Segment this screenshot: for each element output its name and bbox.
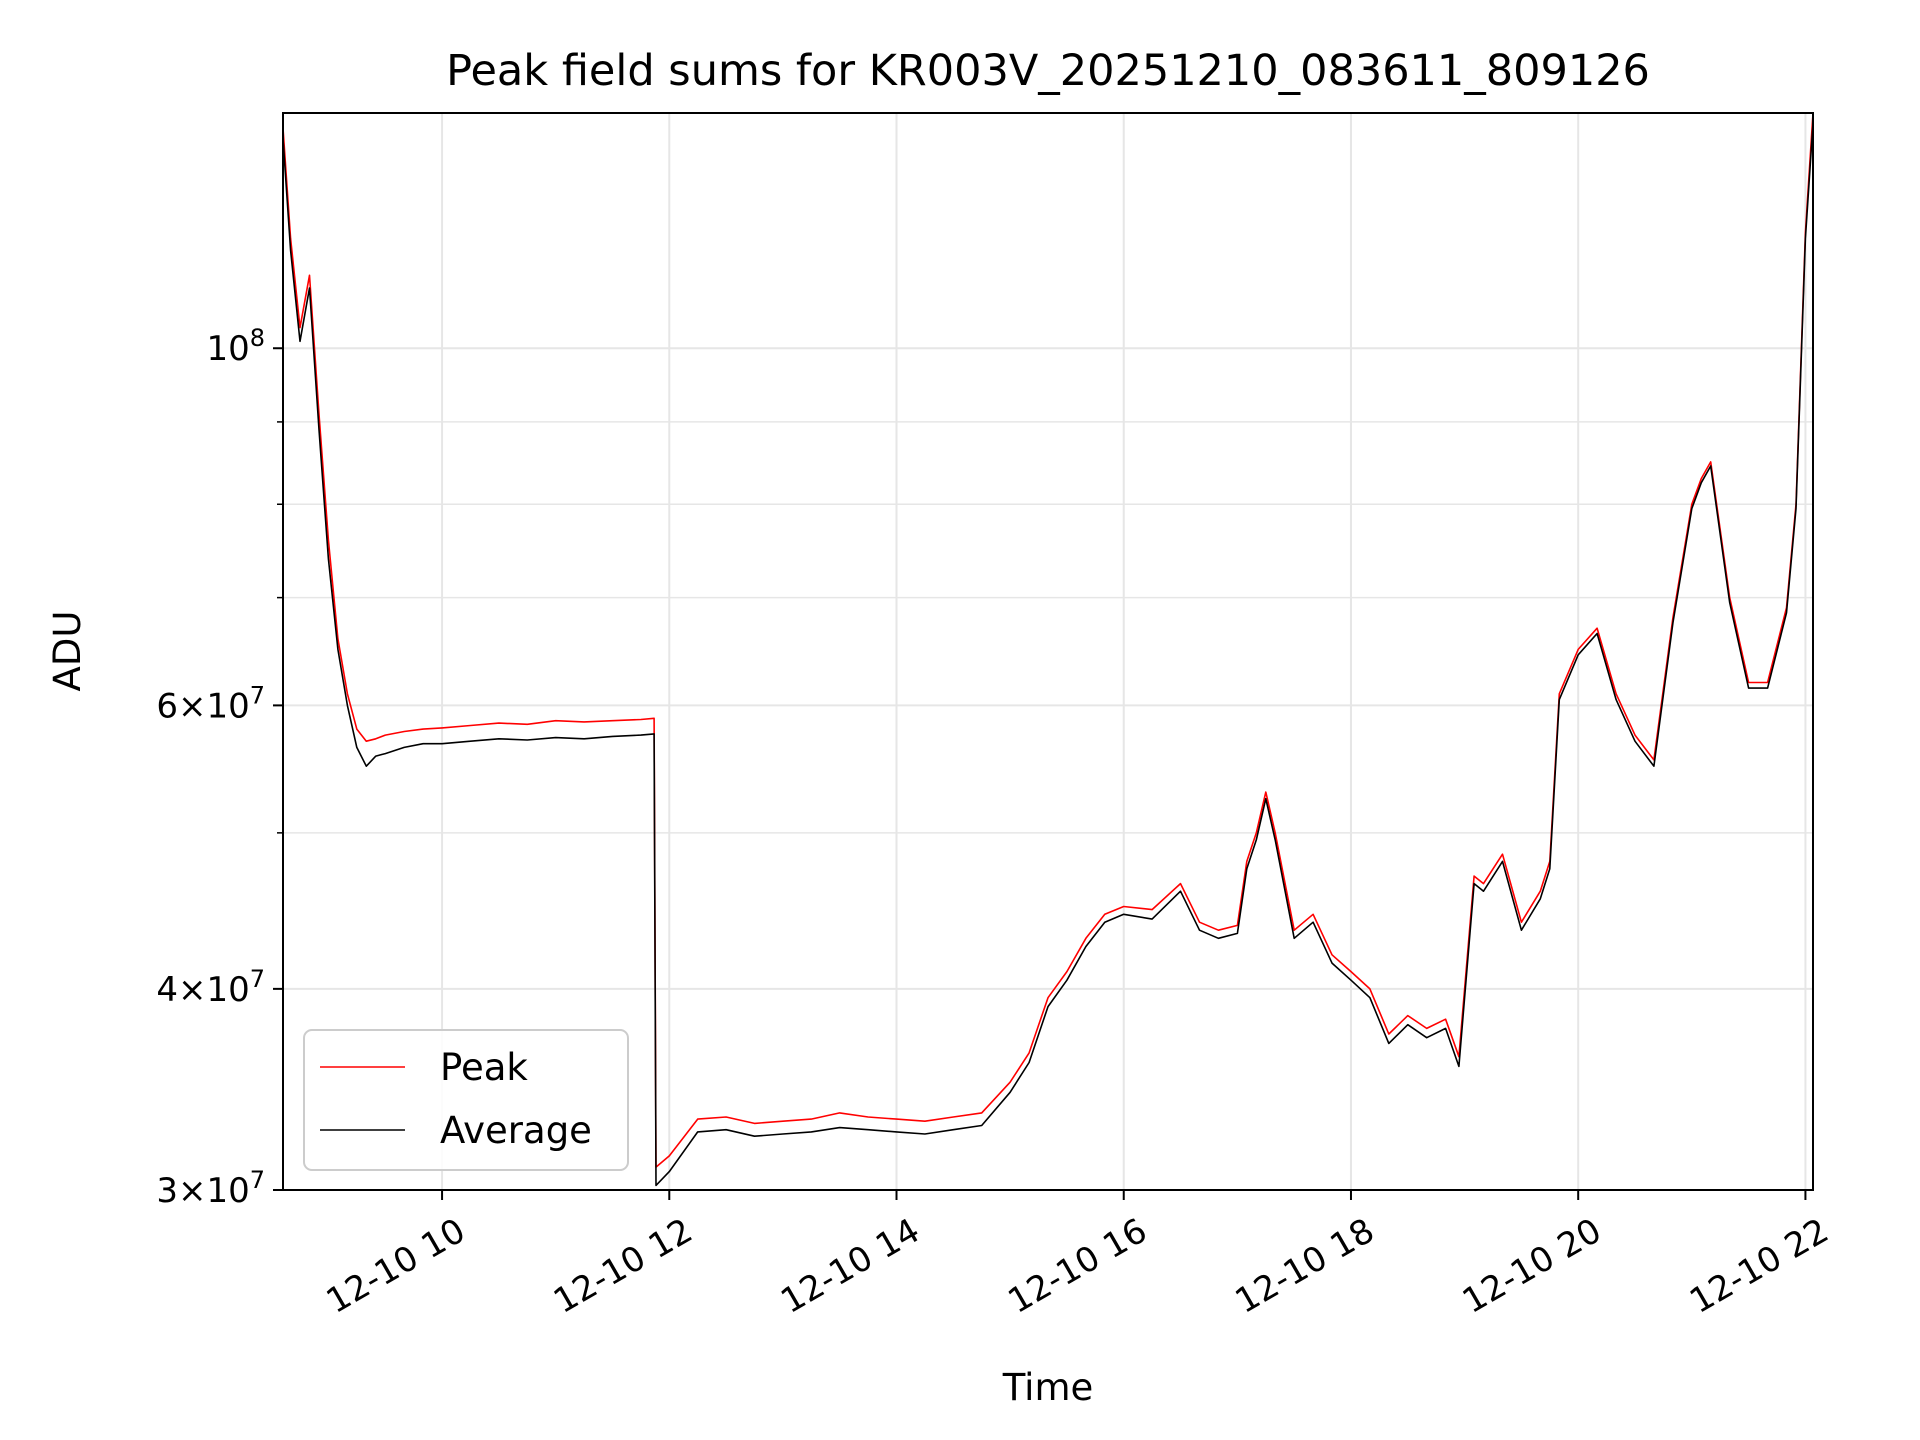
legend-peak-label: Peak bbox=[440, 1046, 528, 1089]
y-tick-label: 4×107 bbox=[156, 965, 265, 1010]
series-lines bbox=[282, 112, 1814, 1187]
y-tick-label: 6×107 bbox=[156, 681, 265, 726]
legend-box bbox=[303, 1029, 629, 1171]
series-line-peak bbox=[282, 112, 1814, 1168]
y-tick-label: 3×107 bbox=[156, 1166, 265, 1211]
x-axis-label: Time bbox=[1002, 1366, 1094, 1409]
legend-average-label: Average bbox=[440, 1109, 592, 1152]
plot-frame bbox=[282, 112, 1814, 1191]
y-axis-label: ADU bbox=[46, 611, 89, 692]
series-line-average bbox=[282, 123, 1814, 1187]
legend: Peak Average bbox=[303, 1029, 629, 1171]
chart-title: Peak field sums for KR003V_20251210_0836… bbox=[446, 46, 1650, 96]
